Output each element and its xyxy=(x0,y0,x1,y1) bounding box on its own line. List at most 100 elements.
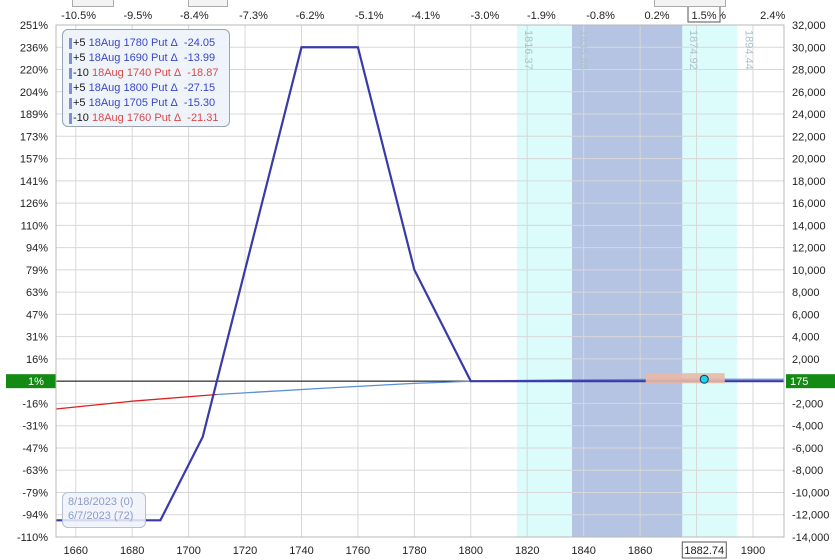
top-pct-label: -1.9% xyxy=(527,10,556,22)
position-legend[interactable]: +5 18Aug 1780 Put Δ -24.05 +5 18Aug 1690 P… xyxy=(62,29,230,127)
top-pct-label: -5.1% xyxy=(355,10,384,22)
y-tick-label-left: -47% xyxy=(22,443,48,455)
y-tick-label-right: -14,000 xyxy=(792,532,829,544)
legend-row[interactable]: -10 18Aug 1760 Put Δ -21.31 xyxy=(69,111,229,126)
y-tick-label-right: 22,000 xyxy=(792,131,826,143)
x-tick-label: 1800 xyxy=(459,545,483,557)
legend-delta: -15.30 xyxy=(183,97,216,109)
y-tick-label-left: 141% xyxy=(20,176,48,188)
legend-desc: 18Aug 1760 Put Δ xyxy=(88,112,182,124)
band-label: 1816.37 xyxy=(522,30,534,70)
zero-label-right-bg xyxy=(786,374,835,389)
y-tick-label-left: 79% xyxy=(26,265,48,277)
y-tick-label-right: 10,000 xyxy=(792,265,826,277)
y-tick-label-right: -4,000 xyxy=(792,421,823,433)
y-tick-label-right: 14,000 xyxy=(792,220,826,232)
legend-desc: 18Aug 1740 Put Δ xyxy=(88,67,182,79)
top-tab-left[interactable] xyxy=(72,0,114,7)
legend-delta: -27.15 xyxy=(183,82,216,94)
y-tick-label-left: 157% xyxy=(20,154,48,166)
legend-row[interactable]: -10 18Aug 1740 Put Δ -18.87 xyxy=(69,66,229,81)
legend-row[interactable]: +5 18Aug 1690 Put Δ -13.99 xyxy=(69,51,229,66)
y-tick-label-right: -2,000 xyxy=(792,398,823,410)
y-tick-label-left: 31% xyxy=(26,332,48,344)
x-tick-label: 1780 xyxy=(402,545,426,557)
top-pct-label: -7.3% xyxy=(239,10,268,22)
date-legend: 8/18/2023 (0) 6/7/2023 (72) xyxy=(62,492,146,528)
current-price-box xyxy=(681,541,727,559)
y-tick-label-right: 26,000 xyxy=(792,87,826,99)
price-range-box xyxy=(645,373,725,384)
y-tick-label-right: 8,000 xyxy=(792,287,820,299)
y-tick-label-right: 6,000 xyxy=(792,309,820,321)
top-pct-label: -3.0% xyxy=(471,10,500,22)
legend-qty: -10 xyxy=(73,112,89,124)
y-tick-label-left: -31% xyxy=(22,421,48,433)
y-tick-label-left: -63% xyxy=(22,465,48,477)
top-pct-label: -9.5% xyxy=(123,10,152,22)
legend-row[interactable]: +5 18Aug 1800 Put Δ -27.15 xyxy=(69,81,229,96)
y-tick-label-left: 220% xyxy=(20,65,48,77)
y-tick-label-left: -16% xyxy=(22,398,48,410)
sd-band-inner xyxy=(572,25,683,537)
legend-delta: -24.05 xyxy=(183,37,216,49)
y-tick-label-left: 126% xyxy=(20,198,48,210)
legend-row[interactable]: +5 18Aug 1780 Put Δ -24.05 xyxy=(69,36,229,51)
legend-qty: +5 xyxy=(73,37,86,49)
y-tick-label-left: -110% xyxy=(17,532,48,544)
y-tick-label-left: 189% xyxy=(20,109,48,121)
y-tick-label-right: 20,000 xyxy=(792,154,826,166)
top-tab-middle[interactable] xyxy=(188,0,228,7)
y-tick-label-right: -6,000 xyxy=(792,443,823,455)
top-pct-label: 0.2% xyxy=(644,10,669,22)
legend-qty: +5 xyxy=(73,97,86,109)
x-tick-label: 1760 xyxy=(346,545,370,557)
y-tick-label-left: 94% xyxy=(26,243,48,255)
expiry-pnl-line xyxy=(56,46,784,522)
current-price-marker[interactable] xyxy=(699,374,709,384)
y-tick-label-left: 173% xyxy=(20,131,48,143)
x-tick-label: 1900 xyxy=(741,545,765,557)
band-label: 1874.92 xyxy=(687,30,699,70)
zero-label-left: 1% xyxy=(28,376,44,388)
y-tick-label-right: 30,000 xyxy=(792,42,826,54)
current-date-label: 6/7/2023 (72) xyxy=(68,510,134,522)
legend-delta: -13.99 xyxy=(183,52,216,64)
y-tick-label-right: 12,000 xyxy=(792,243,826,255)
legend-desc: 18Aug 1705 Put Δ xyxy=(85,97,178,109)
top-tab-right[interactable] xyxy=(654,0,726,7)
x-tick-label: 1840 xyxy=(571,545,595,557)
x-tick-label: 1680 xyxy=(120,545,144,557)
y-tick-label-left: 251% xyxy=(20,20,48,32)
legend-marker xyxy=(69,53,72,64)
x-tick-label: 1700 xyxy=(176,545,200,557)
y-tick-label-right: 16,000 xyxy=(792,198,826,210)
y-tick-label-left: 63% xyxy=(26,287,48,299)
y-tick-label-right: -12,000 xyxy=(792,510,829,522)
top-pct-label: -0.8% xyxy=(586,10,615,22)
legend-marker xyxy=(69,113,72,124)
y-tick-label-right: 24,000 xyxy=(792,109,826,121)
zero-label-left-bg xyxy=(6,374,56,389)
t0-line-negative xyxy=(55,393,217,410)
x-tick-label: 1660 xyxy=(64,545,88,557)
legend-marker xyxy=(69,38,72,49)
legend-delta: -21.31 xyxy=(187,112,219,124)
legend-marker xyxy=(69,83,72,94)
y-tick-label-right: -8,000 xyxy=(792,465,823,477)
y-tick-label-left: -79% xyxy=(22,487,48,499)
top-pct-label: -6.2% xyxy=(296,10,325,22)
legend-marker xyxy=(69,98,72,109)
expiry-date-label: 8/18/2023 (0) xyxy=(68,496,134,508)
y-tick-label-right: 28,000 xyxy=(792,65,826,77)
y-tick-label-left: 110% xyxy=(21,220,49,232)
legend-desc: 18Aug 1690 Put Δ xyxy=(85,52,178,64)
legend-row[interactable]: +5 18Aug 1705 Put Δ -15.30 xyxy=(69,96,229,111)
y-tick-label-left: 236% xyxy=(20,42,48,54)
y-tick-label-right: -10,000 xyxy=(792,487,829,499)
band-label: 1894.44 xyxy=(742,30,754,70)
band-label: 1835.88 xyxy=(577,30,589,70)
top-pct-label: 2.4% xyxy=(760,10,785,22)
current-price-label: 1882.74 xyxy=(684,545,724,557)
